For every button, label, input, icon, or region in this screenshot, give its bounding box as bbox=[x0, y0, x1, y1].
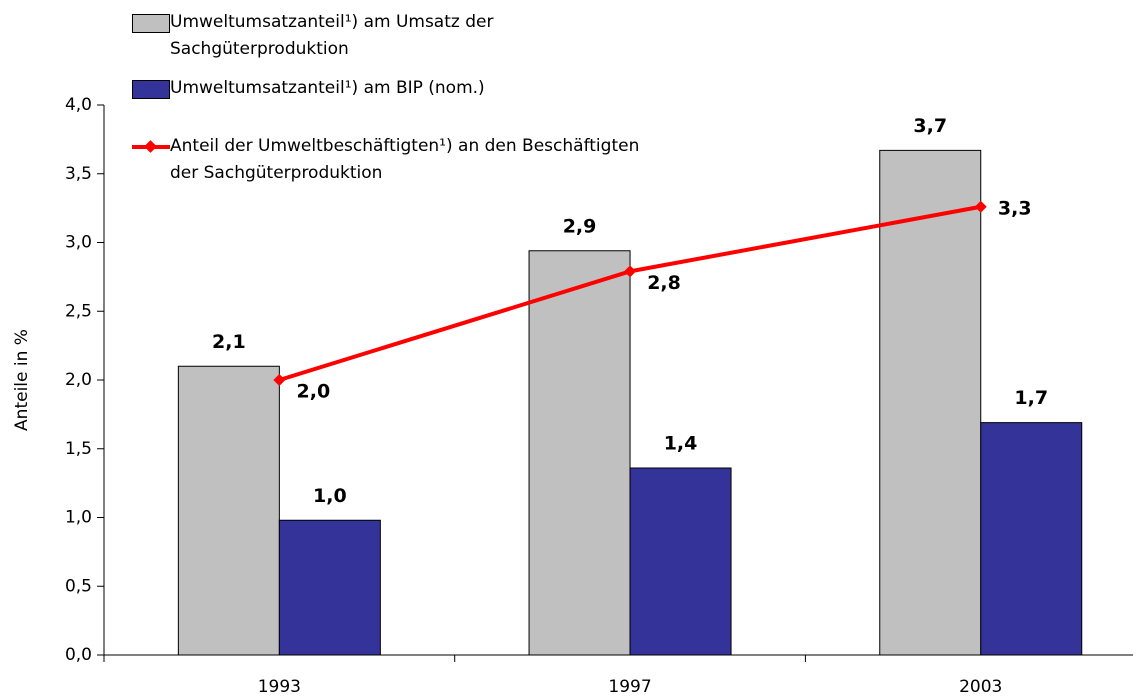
value-label: 2,9 bbox=[563, 215, 597, 237]
y-tick-label: 0,5 bbox=[65, 576, 92, 596]
y-tick-label: 2,5 bbox=[65, 301, 92, 321]
value-label: 3,3 bbox=[998, 197, 1032, 219]
bar bbox=[980, 422, 1083, 656]
y-tick-label: 3,0 bbox=[65, 233, 92, 253]
bar bbox=[879, 149, 982, 656]
bar bbox=[528, 250, 631, 656]
x-tick-label: 1997 bbox=[608, 677, 651, 696]
value-label: 2,0 bbox=[297, 381, 331, 403]
y-tick-label: 1,0 bbox=[65, 508, 92, 528]
y-tick-label: 3,5 bbox=[65, 164, 92, 184]
legend-label: Umweltumsatzanteil¹) am Umsatz der Sachg… bbox=[170, 12, 494, 59]
value-label: 1,7 bbox=[1014, 387, 1048, 409]
y-tick-label: 2,0 bbox=[65, 370, 92, 390]
legend-swatch bbox=[132, 133, 170, 160]
y-tick-label: 4,0 bbox=[65, 95, 92, 115]
value-label: 2,8 bbox=[647, 272, 681, 294]
value-label: 1,4 bbox=[664, 433, 698, 455]
legend-entry: Umweltumsatzanteil¹) am BIP (nom.) bbox=[132, 75, 640, 102]
y-tick-label: 0,0 bbox=[65, 645, 92, 665]
marker bbox=[624, 265, 637, 278]
legend-entry: Anteil der Umweltbeschäftigten¹) an den … bbox=[132, 133, 640, 187]
legend-label: Umweltumsatzanteil¹) am BIP (nom.) bbox=[170, 78, 485, 98]
value-label: 3,7 bbox=[913, 115, 947, 137]
bar bbox=[629, 467, 732, 656]
marker bbox=[273, 374, 286, 386]
y-axis-label: Anteile in % bbox=[12, 329, 32, 431]
value-label: 1,0 bbox=[313, 485, 347, 507]
legend-label: Anteil der Umweltbeschäftigten¹) an den … bbox=[170, 136, 640, 183]
bar bbox=[177, 365, 280, 656]
x-tick-label: 1993 bbox=[258, 677, 301, 696]
marker bbox=[974, 200, 987, 213]
value-label: 2,1 bbox=[212, 331, 246, 353]
bar bbox=[278, 519, 381, 656]
x-tick-label: 2003 bbox=[959, 677, 1002, 696]
legend-entry: Umweltumsatzanteil¹) am Umsatz der Sachg… bbox=[132, 9, 640, 63]
y-tick-label: 1,5 bbox=[65, 439, 92, 459]
legend-swatch bbox=[132, 9, 170, 36]
legend-swatch bbox=[132, 75, 170, 102]
